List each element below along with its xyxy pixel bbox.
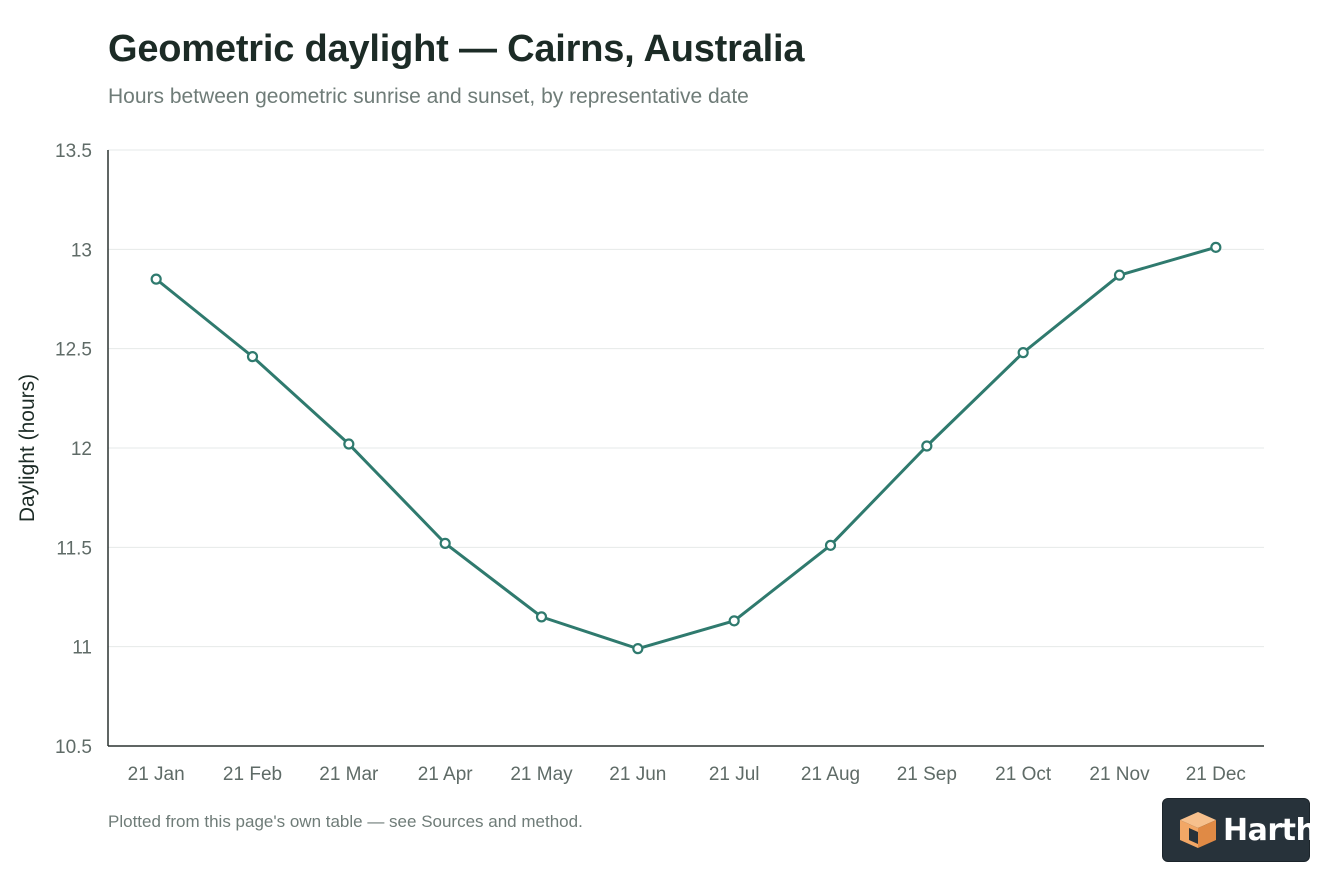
axes [107,150,1264,747]
cube-logo-icon [1180,812,1216,848]
chart-subtitle: Hours between geometric sunrise and suns… [108,85,749,108]
x-tick-label: 21 May [510,764,573,785]
y-tick-labels: 10.5 11 11.5 12 12.5 13 13.5 [55,141,92,758]
data-point [439,537,451,549]
y-tick-label: 10.5 [55,737,92,758]
x-tick-label: 21 Jun [609,764,666,785]
logo-wordmark: Harth [1223,813,1317,848]
y-tick-label: 13 [71,240,92,261]
data-point [343,438,355,450]
data-point [921,440,933,452]
x-tick-label: 21 Jul [709,764,760,785]
y-tick-label: 12.5 [55,340,92,361]
data-point [1017,347,1029,359]
y-axis-title: Daylight (hours) [16,374,39,522]
data-point [1113,269,1126,281]
chart-title: Geometric daylight — Cairns, Australia [108,28,805,70]
x-tick-label: 21 Dec [1186,764,1246,785]
y-tick-label: 13.5 [55,141,92,162]
brand-logo: Harth [1162,798,1317,862]
x-tick-label: 21 Sep [897,764,957,785]
series-line [154,245,1218,651]
data-point [728,615,740,627]
data-point [632,643,644,655]
data-point [1210,241,1222,253]
grid-lines [108,149,1264,648]
line-chart: 10.5 11 11.5 12 12.5 13 13.5 21 Jan 21 Feb 21 Ma… [16,141,1264,785]
y-tick-label: 12 [71,439,92,460]
data-point [246,351,259,363]
y-tick-label: 11.5 [56,538,92,559]
x-tick-label: 21 Nov [1089,764,1150,785]
x-tick-label: 21 Oct [995,764,1052,785]
x-tick-label: 21 Mar [319,764,379,785]
y-tick-label: 11 [72,638,92,659]
data-series [150,241,1222,655]
x-tick-label: 21 Apr [418,764,474,785]
x-tick-label: 21 Aug [801,764,860,785]
data-point [824,539,837,551]
x-tick-labels: 21 Jan 21 Feb 21 Mar 21 Apr 21 May 21 Jun 21 J… [128,764,1246,785]
chart-footnote: Plotted from this page's own table — see… [108,812,583,831]
data-point [535,611,548,623]
x-tick-label: 21 Jan [128,764,185,785]
data-point [150,273,162,285]
x-tick-label: 21 Feb [223,764,282,785]
